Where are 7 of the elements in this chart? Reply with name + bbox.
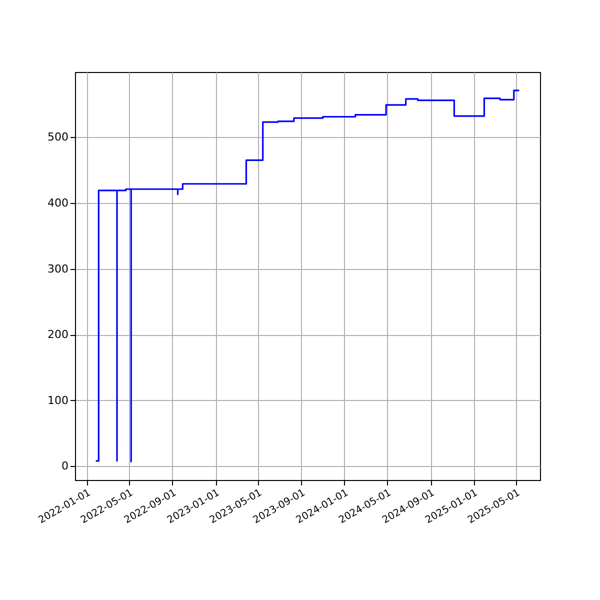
y-tick-label: 500 bbox=[48, 130, 68, 144]
y-tick-label: 100 bbox=[48, 394, 68, 407]
y-tick-label: 400 bbox=[48, 196, 68, 210]
y-tick-label: 300 bbox=[48, 262, 68, 276]
y-tick-label: 200 bbox=[48, 328, 68, 342]
y-tick-label: 0 bbox=[62, 460, 68, 473]
line-series bbox=[95, 90, 520, 462]
